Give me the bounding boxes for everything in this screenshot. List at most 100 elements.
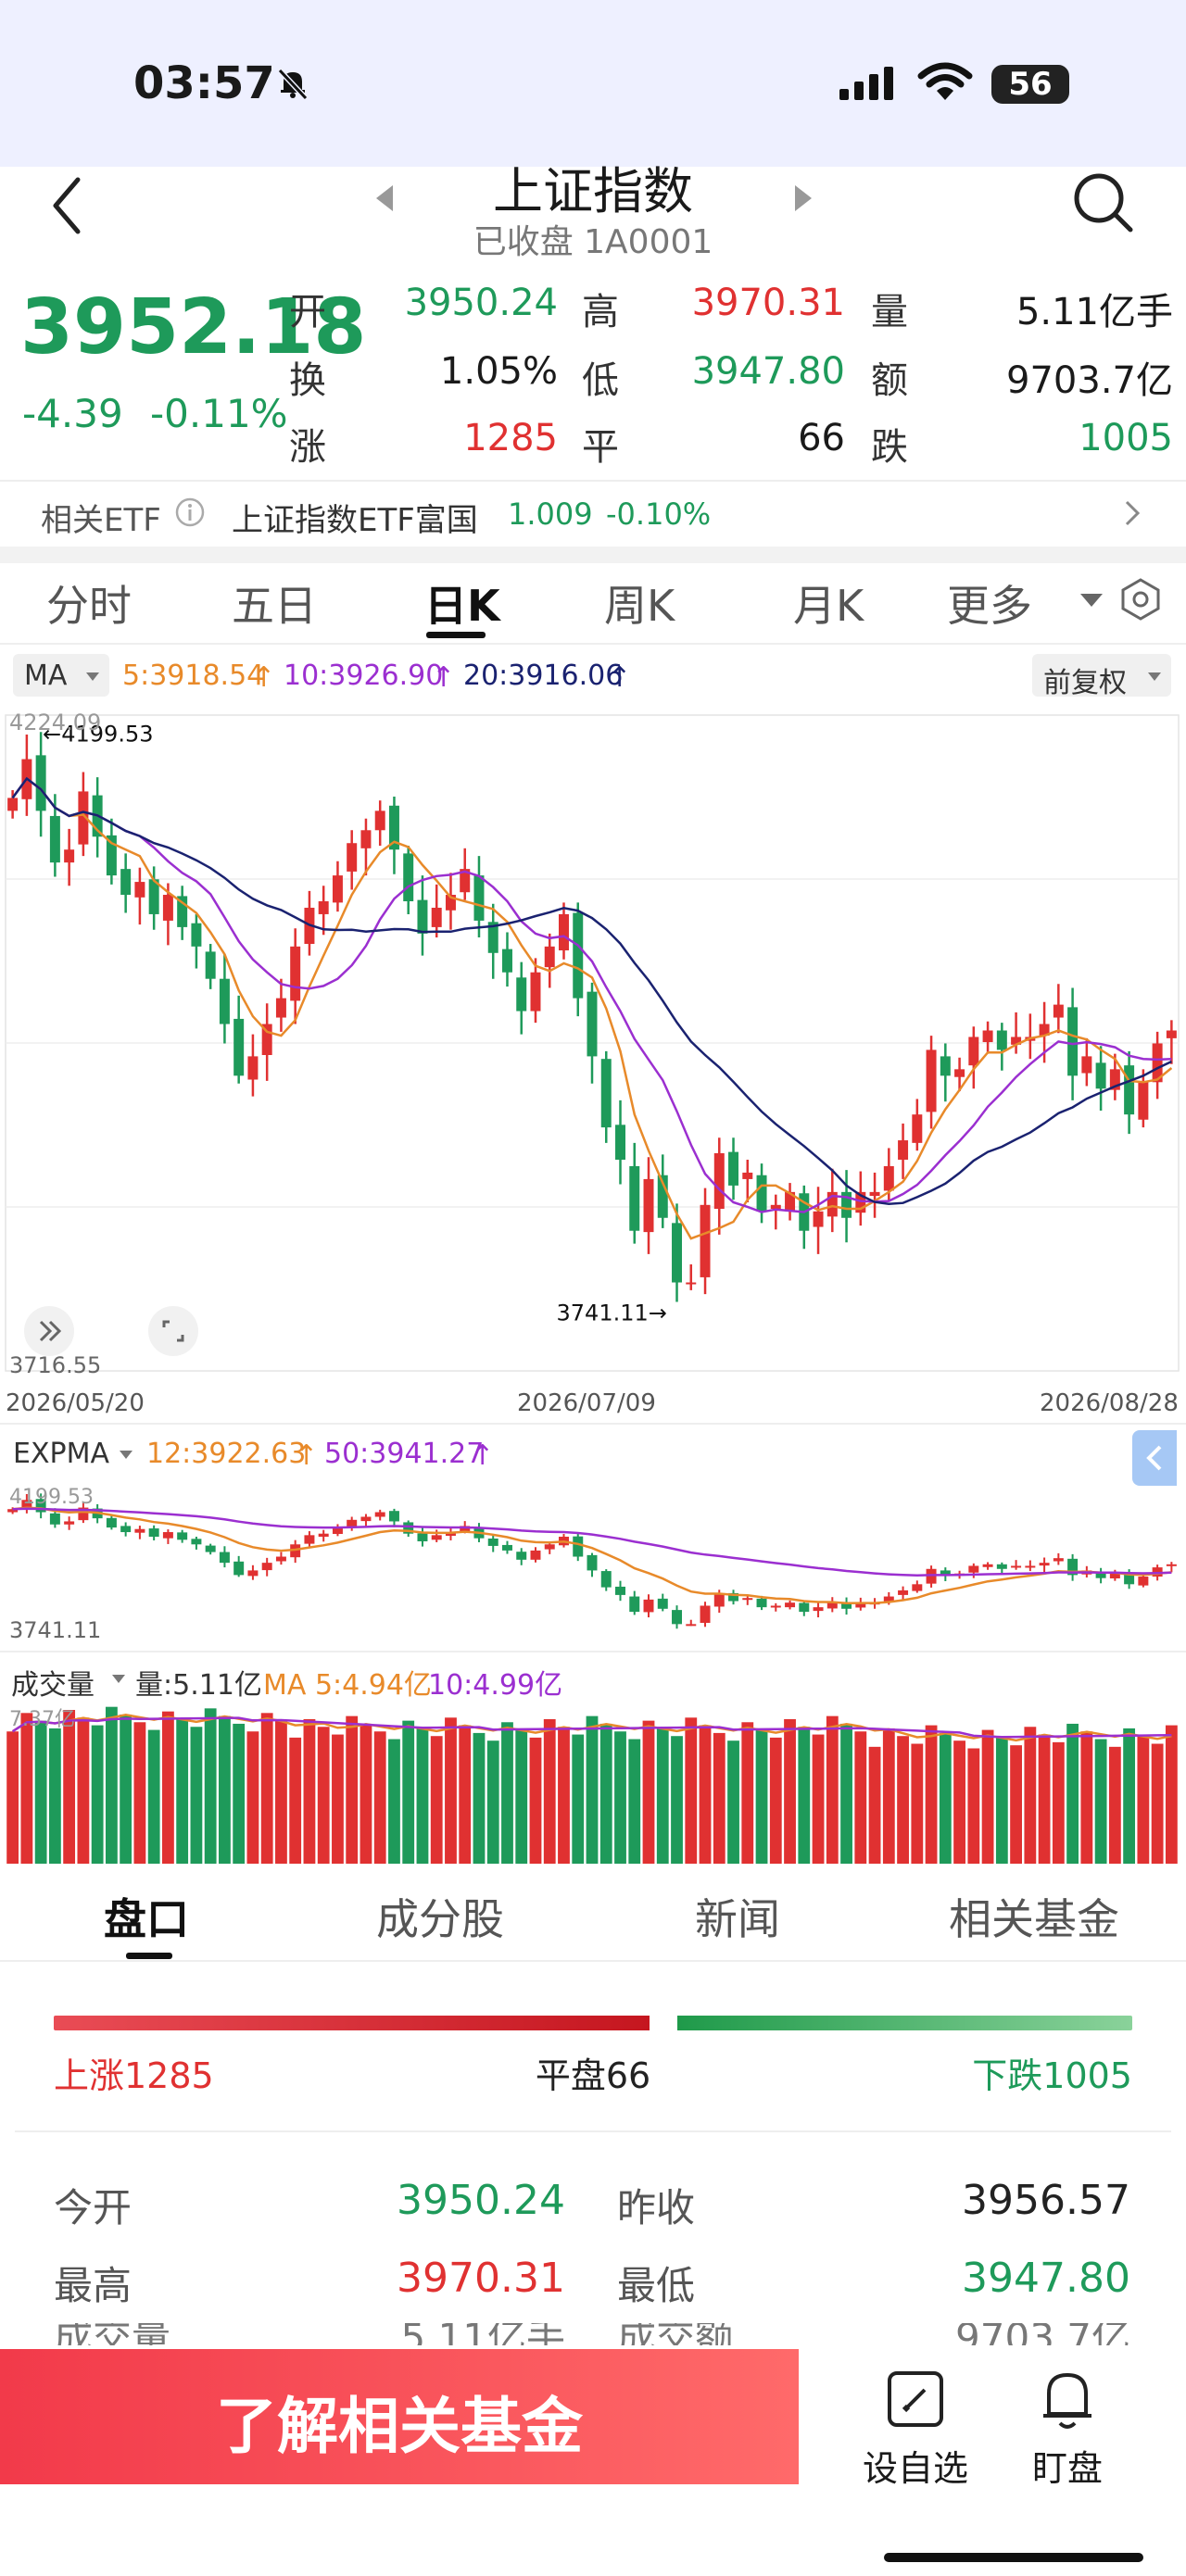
low-label: 最低: [617, 2263, 696, 2308]
quote-value: 1285: [463, 417, 558, 459]
candle-body: [728, 1592, 739, 1602]
adjust-select[interactable]: [1032, 654, 1171, 697]
candle-body: [1152, 1043, 1163, 1083]
volume-bar: [543, 1718, 556, 1864]
divider: [0, 1423, 1186, 1425]
learn-fund-label: 了解相关基金: [216, 2391, 583, 2462]
volume-bar: [685, 1717, 698, 1864]
info-icon[interactable]: [174, 496, 206, 528]
candle-body: [883, 1596, 894, 1602]
search-icon[interactable]: [1071, 170, 1136, 235]
candle-body: [1039, 1024, 1050, 1037]
fullscreen-button[interactable]: [148, 1306, 198, 1356]
status-bar: [0, 0, 1186, 167]
volume-label[interactable]: 成交量: [11, 1669, 95, 1702]
bell-icon[interactable]: [1034, 2364, 1101, 2434]
tab-period[interactable]: 日K: [424, 581, 500, 631]
volume-bar: [1165, 1725, 1178, 1864]
candle-body: [106, 835, 117, 876]
candle-body: [855, 1602, 866, 1608]
divider: [0, 1651, 1186, 1652]
candle-body: [431, 1535, 442, 1540]
tab-detail[interactable]: 盘口: [104, 1894, 189, 1944]
candle-body: [587, 1554, 598, 1571]
candle-body: [205, 1545, 216, 1552]
volume-bar: [133, 1722, 146, 1864]
volume-bar: [120, 1714, 132, 1864]
next-index-icon[interactable]: [789, 182, 817, 215]
unchanged-count: 平盘66: [535, 2055, 651, 2096]
candle-body: [247, 1056, 259, 1080]
quote-label: 低: [582, 359, 619, 402]
quote-label: 开: [289, 291, 326, 333]
candle-body: [445, 895, 456, 911]
expma-label[interactable]: EXPMA: [13, 1438, 110, 1470]
volume-bar: [445, 1717, 457, 1864]
candle-body: [898, 1590, 909, 1595]
tab-detail[interactable]: 成分股: [376, 1894, 504, 1944]
adjust-label: 前复权: [1043, 667, 1127, 699]
etf-name[interactable]: 上证指数ETF富国: [232, 502, 478, 539]
candle-body: [1081, 1056, 1092, 1074]
back-button[interactable]: [37, 167, 102, 241]
etf-price: 1.009: [508, 496, 593, 532]
candle-body: [120, 1526, 132, 1533]
volume-bar: [176, 1718, 189, 1864]
candle-body: [332, 1527, 343, 1535]
tab-detail[interactable]: 相关基金: [949, 1894, 1119, 1944]
candle-body: [982, 1564, 993, 1567]
candle-body: [219, 978, 230, 1024]
volume-bar: [967, 1748, 980, 1864]
tab-period[interactable]: 更多: [947, 581, 1032, 631]
candle-body: [205, 951, 216, 979]
candle-body: [629, 1165, 640, 1231]
kline-chart[interactable]: ←4199.53 3741.11→: [0, 704, 1186, 1426]
candle-body: [1124, 1572, 1135, 1585]
candle-body: [1053, 1558, 1064, 1562]
candle-body: [587, 991, 598, 1057]
volume-bar: [1010, 1745, 1022, 1864]
candle-body: [855, 1191, 866, 1213]
learn-fund-button[interactable]: [0, 2349, 799, 2484]
candle-body: [544, 1544, 555, 1550]
add-watchlist-icon[interactable]: [882, 2366, 949, 2432]
volume-bar: [727, 1740, 739, 1864]
candle-body: [162, 1532, 173, 1539]
candle-body: [1166, 1564, 1177, 1566]
volume-bar: [1024, 1727, 1037, 1864]
candle-body: [417, 899, 428, 934]
collapse-panel-button[interactable]: [1132, 1430, 1177, 1486]
candle-body: [1109, 1069, 1120, 1090]
candle-body: [49, 815, 60, 863]
volume-bar: [459, 1725, 472, 1864]
candle-body: [643, 1178, 654, 1233]
candle-body: [1124, 1065, 1135, 1115]
tab-period[interactable]: 月K: [793, 581, 864, 631]
chevron-right-icon[interactable]: [1117, 496, 1145, 530]
quote-value: 1.05%: [439, 350, 558, 393]
tab-period[interactable]: 周K: [604, 581, 675, 631]
candle-body: [35, 755, 46, 811]
candle-body: [374, 1512, 385, 1517]
candle-body: [530, 972, 541, 1012]
candle-body: [275, 1556, 286, 1562]
tab-period[interactable]: 五日: [232, 581, 317, 631]
alert-label[interactable]: 盯盘: [1031, 2448, 1103, 2489]
volume-bar: [147, 1729, 160, 1864]
volume-bar: [953, 1740, 965, 1864]
volume-bar: [558, 1727, 570, 1864]
market-status: 已收盘 1A0001: [473, 223, 713, 261]
expand-left-button[interactable]: [24, 1306, 74, 1356]
add-watchlist-label[interactable]: 设自选: [862, 2448, 968, 2489]
candle-body: [360, 1516, 372, 1522]
volume-bar: [473, 1732, 486, 1864]
volume-bar: [91, 1725, 104, 1864]
volume-bar: [373, 1731, 386, 1864]
chevron-down-icon[interactable]: [1073, 581, 1110, 618]
volume-bar: [599, 1723, 612, 1864]
tab-period[interactable]: 分时: [46, 581, 132, 631]
candle-body: [982, 1030, 993, 1043]
tab-detail[interactable]: 新闻: [695, 1894, 780, 1944]
prev-index-icon[interactable]: [371, 182, 398, 215]
settings-hex-icon[interactable]: [1117, 576, 1164, 622]
